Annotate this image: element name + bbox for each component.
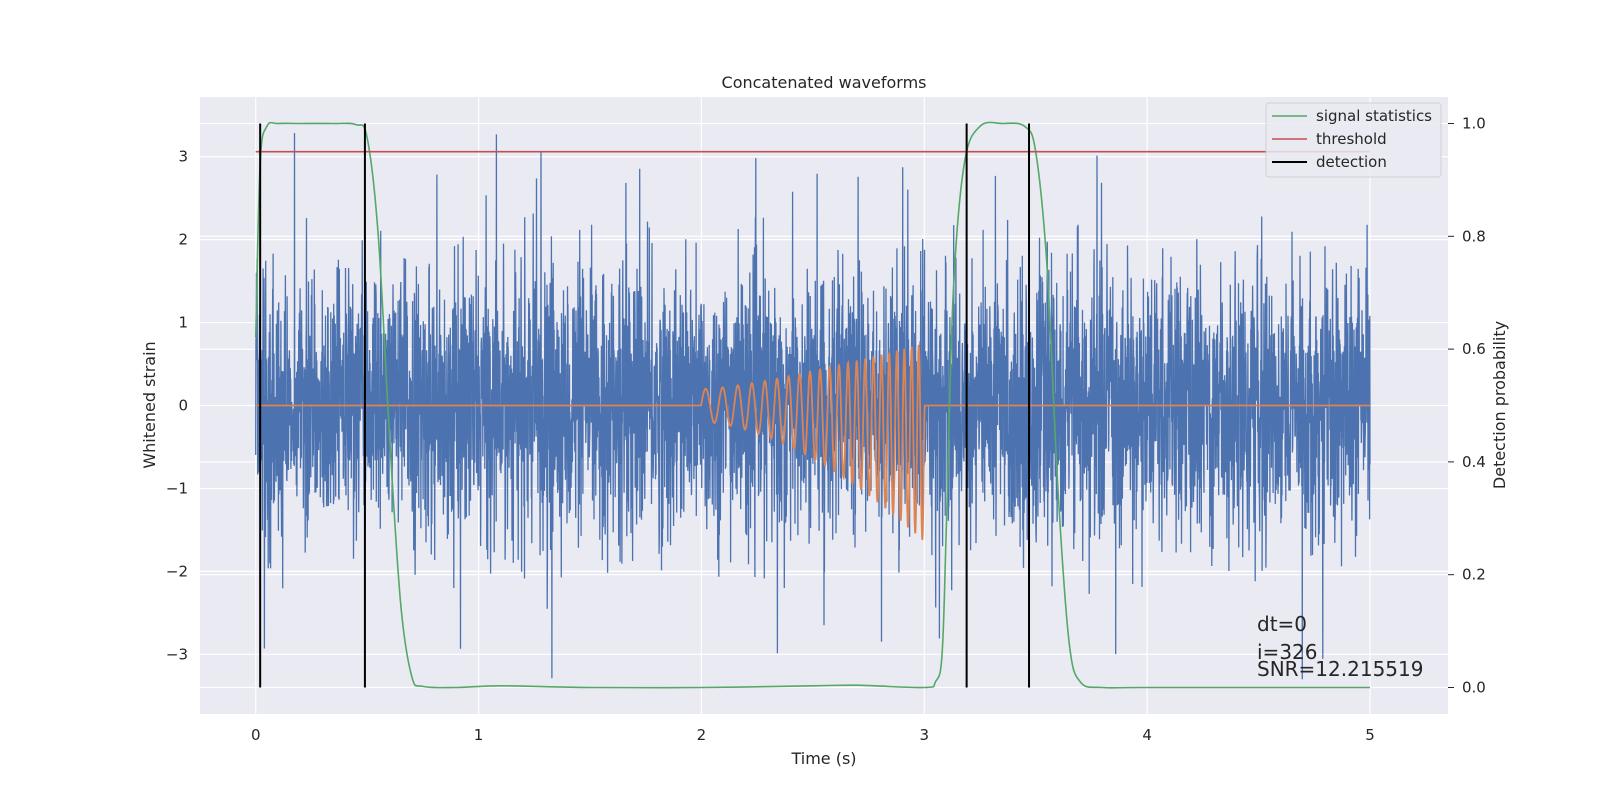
x-tick-label: 0	[251, 726, 261, 744]
y-tick-label: 3	[178, 148, 188, 166]
y-tick-label: −2	[166, 562, 188, 580]
whitened-strain-line	[255, 132, 1371, 680]
y2-tick-label: 0.4	[1462, 453, 1486, 471]
y-axis-label: Whitened strain	[140, 341, 159, 468]
series-layer	[254, 121, 1371, 689]
chart-title: Concatenated waveforms	[722, 73, 927, 92]
annotation: dt=0 i=326 SNR=12.215519	[1257, 612, 1423, 681]
y2-tick-label: 0.8	[1462, 227, 1486, 245]
y-tick-label: −3	[166, 645, 188, 663]
y2-axis-label: Detection probability	[1490, 321, 1509, 489]
y-tick-label: 0	[178, 397, 188, 415]
ticks: 0 1 2 3 4 5 −3 −2 −1 0 1 2 3 0.0 0.2 0.4 0.6 0.8 1.0	[166, 115, 1486, 744]
annotation-line-dt: dt=0	[1257, 612, 1307, 636]
x-tick-label: 1	[474, 726, 484, 744]
y2-tick-label: 0.0	[1462, 678, 1486, 696]
y2-tick-label: 1.0	[1462, 115, 1486, 133]
injected-signal-line	[255, 344, 1370, 540]
x-tick-label: 3	[920, 726, 930, 744]
legend-frame	[1265, 102, 1442, 178]
x-tick-label: 5	[1365, 726, 1375, 744]
x-tick-label: 4	[1142, 726, 1152, 744]
x-axis-label: Time (s)	[790, 749, 856, 768]
legend-label-signal-statistics: signal statistics	[1316, 107, 1432, 125]
y-tick-label: 1	[178, 314, 188, 332]
signal-statistics-line	[254, 121, 1370, 689]
y-tick-label: −1	[166, 479, 188, 497]
legend-label-detection: detection	[1316, 153, 1387, 171]
annotation-line-i: i=326	[1257, 640, 1318, 664]
y2-tick-label: 0.2	[1462, 566, 1486, 584]
legend-label-threshold: threshold	[1316, 130, 1387, 148]
y2-tick-label: 0.6	[1462, 340, 1486, 358]
x-tick-label: 2	[697, 726, 707, 744]
y-tick-label: 2	[178, 231, 188, 249]
legend: signal statistics threshold detection	[1265, 102, 1442, 178]
annotation-line-snr: SNR=12.215519	[1257, 657, 1423, 681]
